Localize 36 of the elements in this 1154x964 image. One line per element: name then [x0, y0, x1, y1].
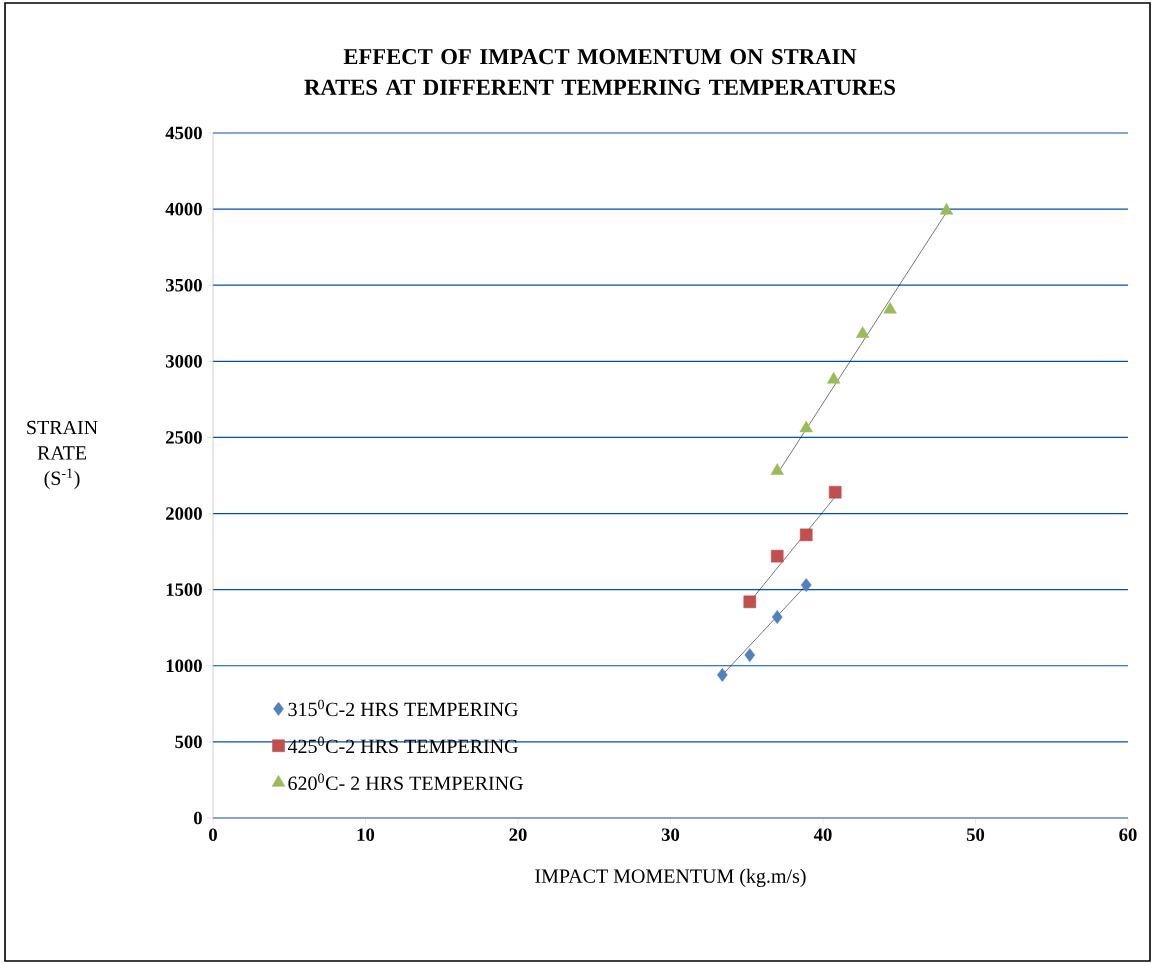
- y-tick-label: 3000: [165, 355, 202, 368]
- x-tick-label: 40: [813, 828, 832, 841]
- y-tick-label: 0: [193, 811, 202, 825]
- point: [827, 371, 841, 384]
- y-axis-title: STRAIN RATE (S$^{-1}$): [27, 420, 98, 490]
- point: [939, 203, 954, 215]
- point: [856, 326, 870, 338]
- point: [771, 610, 783, 624]
- point: [770, 463, 784, 475]
- x-tick-label: 0: [209, 828, 217, 841]
- point: [743, 595, 757, 609]
- point: [799, 528, 813, 542]
- x-tick-label: 50: [966, 828, 985, 841]
- legend-label: 620$^{0}$C- 2 HRS TEMPERING: [288, 773, 523, 791]
- x-tick-label: 60: [1119, 828, 1137, 841]
- x-tick-label: 10: [357, 828, 375, 841]
- y-tick-label: 2000: [166, 507, 202, 520]
- x-tick-label: 30: [661, 828, 680, 841]
- y-tick-label: 1500: [166, 583, 202, 596]
- point: [828, 485, 842, 499]
- y-tick-label: 4000: [165, 202, 202, 216]
- y-tick-label: 500: [175, 735, 202, 749]
- y-tick-label: 4500: [165, 126, 202, 140]
- y-tick-label: 3500: [165, 278, 202, 292]
- point: [883, 301, 897, 314]
- chart-title: EFFECT OF IMPACT MOMENTUM ON STRAIN RATES AT DIFFERENT TEMPERING TEMPERATURES: [304, 49, 895, 95]
- x-axis-title: IMPACT MOMENTUM (kg.m/s): [535, 868, 806, 887]
- y-tick-label: 2500: [166, 431, 202, 444]
- x-tick-label: 20: [509, 828, 527, 841]
- point: [717, 667, 728, 682]
- legend-label: 315$^{0}$C-2 HRS TEMPERING: [288, 699, 518, 717]
- point: [799, 420, 813, 433]
- point: [744, 648, 756, 663]
- y-tick-label: 1000: [166, 659, 202, 673]
- point: [800, 578, 812, 593]
- point: [770, 549, 784, 563]
